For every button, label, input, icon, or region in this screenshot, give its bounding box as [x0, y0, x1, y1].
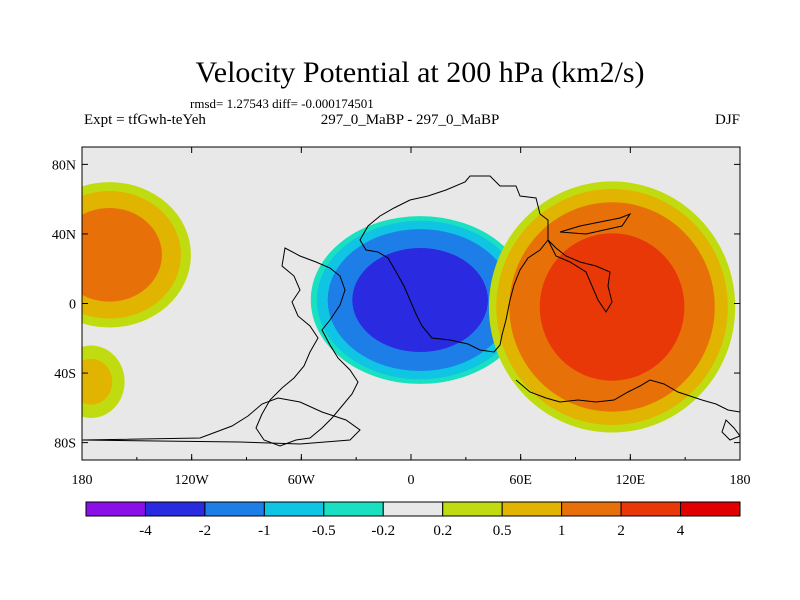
contour-band-east-maximum	[539, 233, 685, 381]
difference-label: 297_0_MaBP - 297_0_MaBP	[321, 112, 500, 128]
colorbar-label: 2	[617, 523, 625, 539]
x-tick-label: 180	[72, 473, 93, 488]
stats-line: rmsd= 1.27543 diff= -0.000174501	[190, 96, 374, 111]
colorbar-swatch	[323, 501, 384, 517]
x-tick-label: 60W	[288, 473, 316, 488]
y-tick-label: 80N	[52, 158, 76, 173]
colorbar-swatch	[263, 501, 325, 517]
colorbar-swatch	[85, 501, 146, 517]
colorbar-swatch	[204, 501, 265, 517]
colorbar-label: 0.5	[493, 523, 512, 539]
colorbar-swatch	[561, 501, 622, 517]
colorbar: -4 -2 -1 -0.5 -0.2 0.2 0.5 1 2 4	[85, 501, 741, 539]
contour-band-west-minimum	[352, 247, 488, 353]
coastline-africa-europe	[359, 175, 549, 353]
coastline-americas	[255, 247, 359, 447]
colorbar-swatch	[501, 501, 563, 517]
colorbar-swatch	[382, 501, 444, 517]
y-tick-label: 40N	[52, 228, 76, 243]
colorbar-label: -4	[139, 523, 152, 539]
x-tick-label: 120W	[175, 473, 210, 488]
colorbar-swatch	[620, 501, 682, 517]
x-tick-label: 120E	[616, 473, 646, 488]
y-tick-label: 80S	[54, 437, 76, 452]
x-axis: 180 120W 60W 0 60E 120E 180	[72, 147, 751, 488]
colorbar-label: -2	[199, 523, 212, 539]
chart-title: Velocity Potential at 200 hPa (km2/s)	[195, 56, 644, 89]
colorbar-label: 1	[558, 523, 566, 539]
colorbar-label: 4	[677, 523, 685, 539]
colorbar-swatch	[144, 501, 206, 517]
colorbar-label: -0.5	[312, 523, 336, 539]
x-tick-label: 180	[730, 473, 751, 488]
x-tick-label: 0	[408, 473, 415, 488]
colorbar-label: -1	[258, 523, 271, 539]
colorbar-swatch	[680, 501, 741, 517]
coastlines	[82, 175, 740, 447]
colorbar-swatch	[442, 501, 503, 517]
y-tick-label: 0	[69, 298, 76, 313]
coastline-asia	[547, 239, 613, 313]
coastline-arabia-gulf	[559, 212, 632, 235]
colorbar-label: 0.2	[433, 523, 452, 539]
coastline-maritime	[515, 379, 740, 413]
coastline-antarctic-edge	[82, 397, 361, 445]
season-label: DJF	[715, 112, 740, 128]
coastline-southeast	[721, 419, 740, 441]
contour-band-south-edge-band	[82, 358, 113, 405]
x-tick-label: 60E	[509, 473, 532, 488]
map-panel: 180 120W 60W 0 60E 120E 180 80N 40N 0 40S 80S	[52, 146, 751, 488]
contour-band-dateline-west-maximum	[82, 207, 162, 302]
y-axis: 80N 40N 0 40S 80S	[52, 158, 740, 452]
y-tick-label: 40S	[54, 367, 76, 382]
colorbar-label: -0.2	[371, 523, 395, 539]
experiment-label: Expt = tfGwh-teYeh	[84, 112, 206, 128]
